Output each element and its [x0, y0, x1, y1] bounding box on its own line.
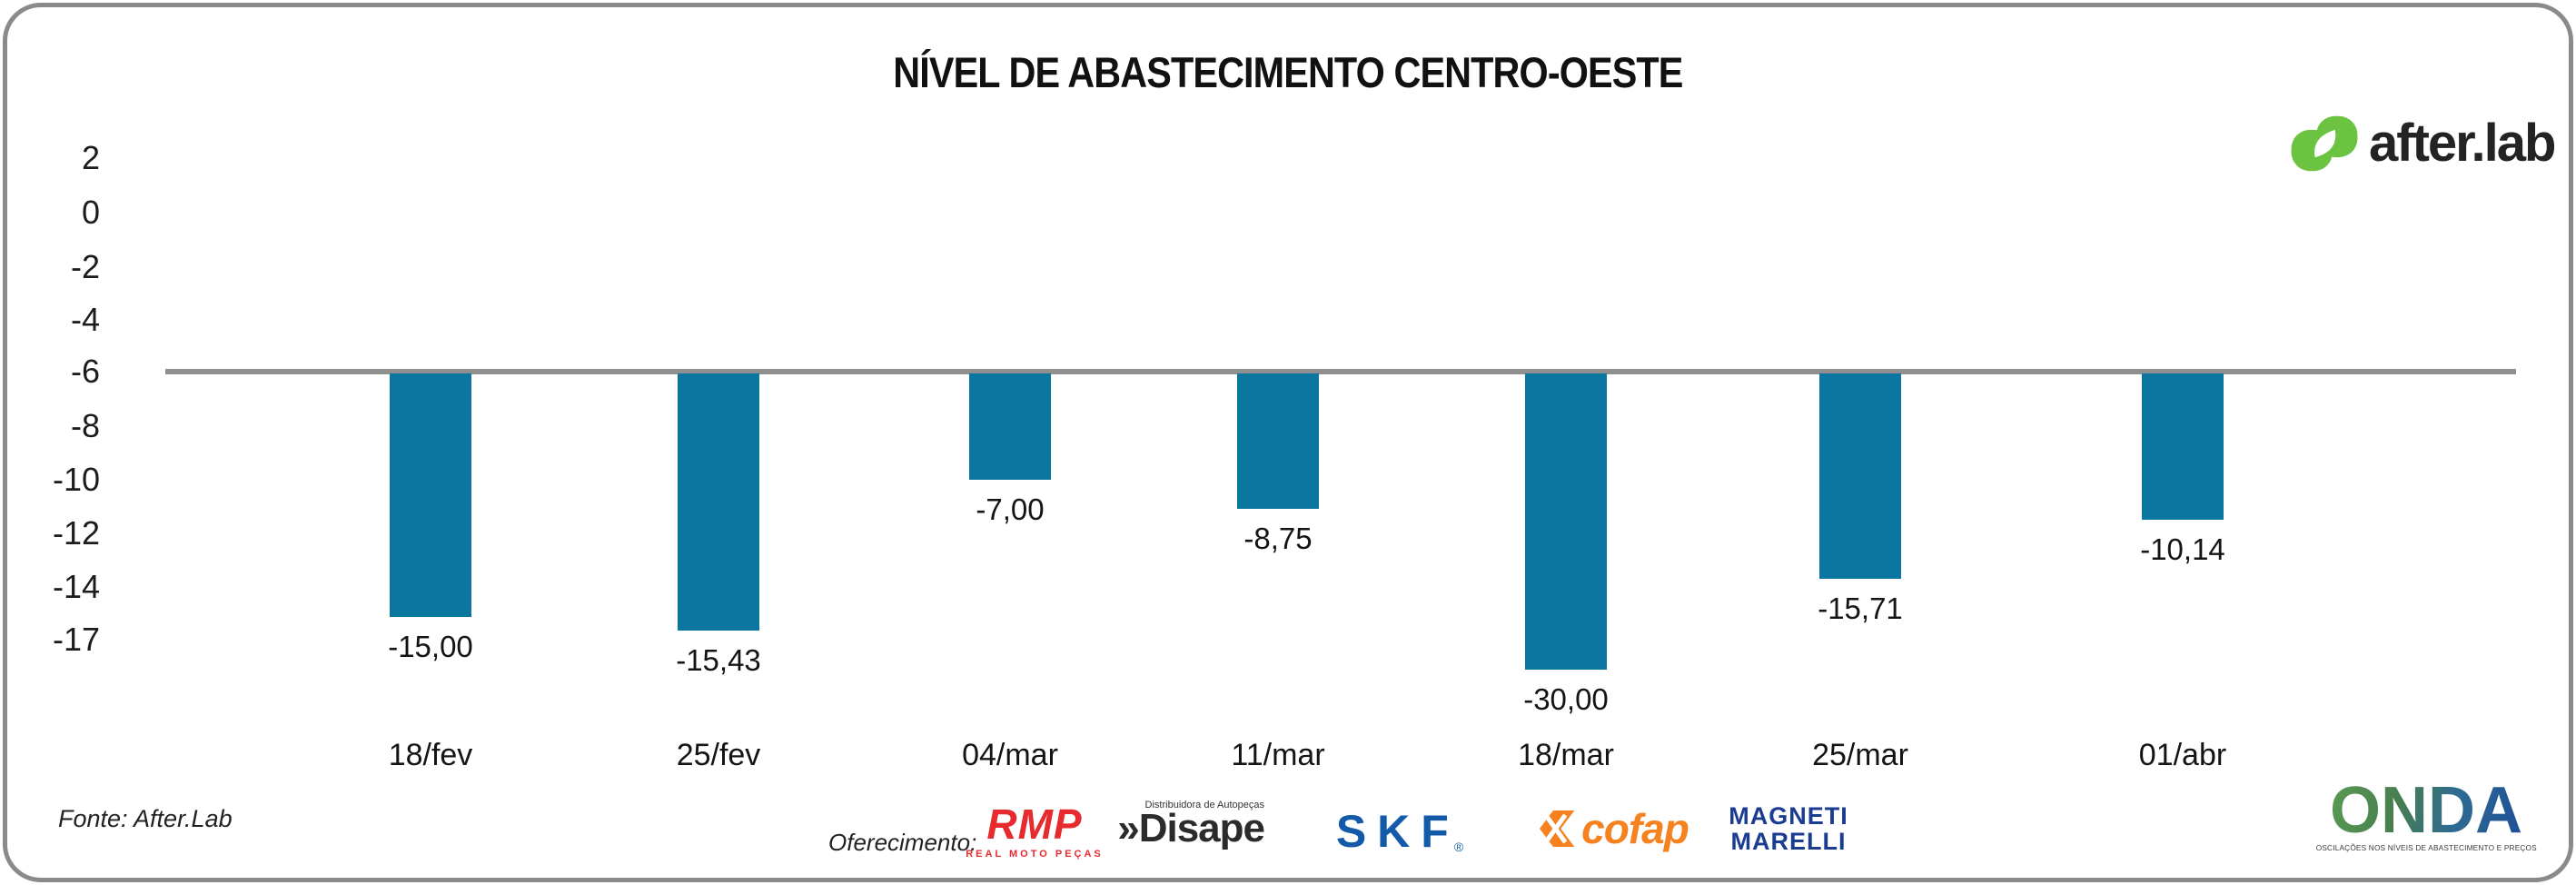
cofap-wordmark: cofap [1581, 805, 1689, 852]
sponsor-logo-skf: SKF ® [1313, 809, 1486, 854]
sponsor-logo-magneti-marelli: MAGNETI MARELLI [1720, 803, 1857, 855]
sponsor-logo-cofap: cofap [1510, 807, 1709, 850]
x-category-label: 18/mar [1518, 738, 1614, 772]
afterlab-wordmark: after.lab [2369, 114, 2556, 173]
y-tick-label: -10 [52, 461, 100, 498]
bar-value-label: -7,00 [976, 492, 1045, 526]
x-category-label: 18/fev [388, 738, 473, 772]
y-tick-label: -4 [70, 301, 100, 338]
afterlab-leaf-icon [2291, 115, 2358, 171]
baseline-axis-line [165, 369, 2516, 374]
bar [1819, 373, 1901, 579]
bar [678, 373, 759, 631]
cofap-chevron-icon [1540, 810, 1575, 847]
bar-value-label: -30,00 [1523, 682, 1609, 716]
bar [1525, 373, 1607, 670]
chart-title-text: NÍVEL DE ABASTECIMENTO CENTRO-OESTE [893, 48, 1683, 96]
bar [390, 373, 471, 617]
sponsor-logo-disape: Distribuidora de Autopeças »Disape [1101, 800, 1265, 850]
y-tick-label: -6 [70, 353, 100, 390]
onda-wordmark: ONDA [2330, 774, 2522, 847]
y-tick-label: -14 [52, 568, 100, 605]
afterlab-logo: after.lab [2289, 113, 2556, 174]
bar-value-label: -15,71 [1818, 592, 1903, 625]
source-note: Fonte: After.Lab [58, 805, 233, 832]
bar [2142, 373, 2224, 520]
onda-logo: ONDA OSCILAÇÕES NOS NÍVEIS DE ABASTECIME… [2315, 774, 2536, 853]
sponsor-logo-rmp: RMP REAL MOTO PEÇAS [966, 800, 1101, 860]
y-tick-label: -17 [52, 621, 100, 658]
onda-subtitle: OSCILAÇÕES NOS NÍVEIS DE ABASTECIMENTO E… [2315, 843, 2537, 853]
bar-value-label: -15,00 [388, 630, 473, 663]
sponsorship-label: Oferecimento: [828, 829, 977, 856]
y-tick-label: 0 [81, 194, 100, 231]
chart-title: NÍVEL DE ABASTECIMENTO CENTRO-OESTE [0, 47, 2576, 97]
bar [1237, 373, 1319, 509]
disape-wordmark: »Disape [1117, 806, 1265, 850]
bar-value-label: -15,43 [676, 643, 761, 677]
x-category-label: 01/abr [2138, 738, 2227, 772]
magneti-line: MAGNETI [1729, 802, 1848, 830]
disape-name: Disape [1138, 806, 1265, 850]
y-tick-label: -2 [70, 248, 100, 285]
x-category-label: 04/mar [962, 738, 1058, 772]
x-category-label: 11/mar [1231, 738, 1325, 772]
y-tick-label: 2 [81, 139, 100, 176]
x-category-label: 25/mar [1812, 738, 1908, 772]
y-tick-label: -8 [70, 407, 100, 444]
skf-registered-mark: ® [1453, 840, 1464, 854]
bar-value-label: -8,75 [1243, 522, 1313, 555]
marelli-line: MARELLI [1730, 828, 1847, 856]
disape-tagline: Distribuidora de Autopeças [1144, 800, 1264, 810]
bar [969, 373, 1051, 480]
skf-wordmark: SKF [1335, 806, 1460, 857]
x-category-label: 25/fev [676, 738, 761, 772]
rmp-wordmark: RMP [986, 800, 1083, 848]
rmp-tagline: REAL MOTO PEÇAS [966, 849, 1104, 860]
y-tick-label: -12 [52, 514, 100, 552]
disape-chevrons: » [1117, 806, 1140, 850]
bar-value-label: -10,14 [2140, 532, 2225, 566]
